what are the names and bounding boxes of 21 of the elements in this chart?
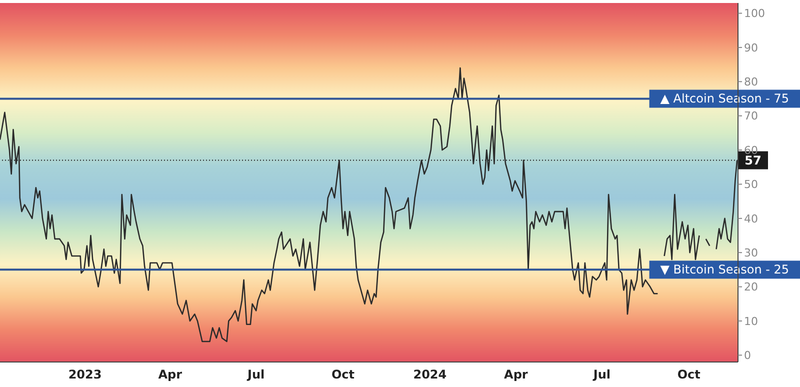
y-tick-label: 40	[744, 212, 758, 226]
ref-line-label: ▲ Altcoin Season - 75	[660, 92, 790, 106]
y-tick-label: 80	[744, 76, 758, 89]
y-tick-label: 0	[744, 349, 751, 362]
x-tick-label: Apr	[158, 368, 182, 382]
x-tick-label: Apr	[504, 368, 528, 382]
x-tick-label: Oct	[331, 368, 355, 382]
y-tick-label: 70	[744, 110, 758, 123]
x-tick-label: Jul	[592, 368, 610, 382]
y-tick-label: 10	[744, 314, 758, 328]
x-tick-label: Oct	[677, 368, 701, 382]
x-tick-label: 2023	[68, 368, 102, 382]
y-tick-label: 30	[744, 246, 758, 260]
y-tick-label: 20	[744, 280, 758, 294]
y-tick-label: 50	[744, 178, 758, 192]
y-tick-label: 90	[744, 41, 758, 54]
ref-line-label: ▼ Bitcoin Season - 25	[660, 262, 790, 277]
ref-line-label: 57	[744, 153, 762, 168]
x-tick-label: 2024	[413, 368, 447, 382]
y-tick-label: 100	[744, 7, 765, 20]
x-tick-label: Jul	[246, 368, 265, 382]
